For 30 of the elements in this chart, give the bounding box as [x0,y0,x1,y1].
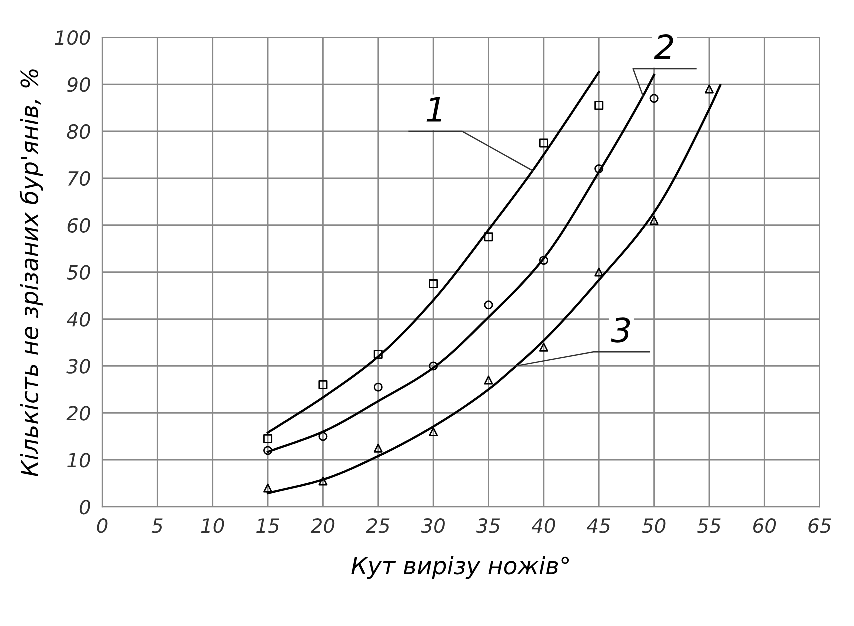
x-tick-label: 50 [642,518,666,534]
y-tick-label: 0 [80,500,90,515]
x-tick-label: 20 [310,518,335,534]
y-tick-label: 90 [67,77,90,92]
x-tick-label: 5 [152,518,163,534]
y-tick-label: 50 [67,265,90,280]
y-tick-label: 40 [66,312,90,327]
x-tick-label: 60 [754,518,776,534]
x-tick-label: 45 [587,518,610,534]
x-tick-label: 15 [256,518,280,534]
y-tick-label: 30 [66,359,90,374]
annotation: 1 [426,97,442,122]
y-axis-title: Кількість не зрізаних бур'янів, % [20,70,44,477]
x-tick-label: 65 [808,518,832,534]
y-tick-label: 70 [68,171,90,186]
y-tick-label: 10 [68,453,90,468]
x-tick-label: 25 [366,518,390,534]
x-axis-title: Кут вирізу ножів° [352,556,570,580]
x-tick-label: 40 [532,518,556,534]
annotation: 2 [654,34,674,60]
x-tick-label: 55 [697,518,721,534]
y-tick-label: 80 [67,124,90,140]
y-tick-label: 20 [66,406,90,421]
y-tick-label: 100 [55,30,90,46]
x-tick-label: 10 [201,518,224,534]
y-tick-label: 60 [68,218,90,234]
x-tick-label: 35 [476,518,500,534]
x-tick-label: 0 [97,518,108,534]
x-tick-label: 30 [421,518,445,534]
annotation: 3 [611,318,630,343]
